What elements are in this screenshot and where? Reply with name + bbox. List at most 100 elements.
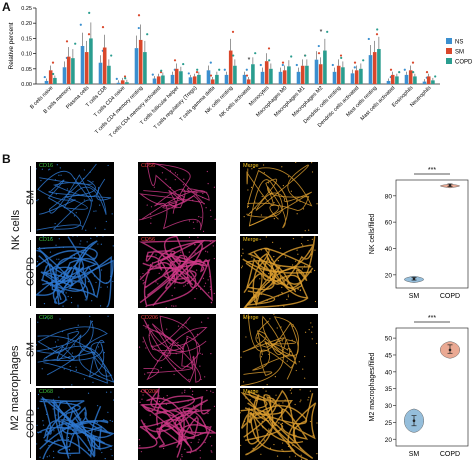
cell-nucleus [77,304,79,306]
cell-nucleus [95,435,97,437]
cell-nucleus [109,419,111,422]
cell-nucleus [100,286,102,288]
x-tick-label: COPD [440,293,460,300]
cell-nucleus [48,169,50,171]
cell-nucleus [263,286,265,289]
cell-nucleus [139,401,141,403]
cell-nucleus [43,437,45,439]
cell-nucleus [203,285,206,287]
micrograph-image: CD16 [36,162,114,234]
cell-nucleus [273,255,275,258]
cell-nucleus [286,360,288,362]
cell-nucleus [179,427,181,429]
outlier-point [245,74,249,77]
cell-nucleus [264,278,266,280]
legend-swatch [446,38,452,44]
cell-nucleus [292,324,294,326]
cell-nucleus [273,443,275,446]
cell-nucleus [259,278,261,280]
cell-nucleus [84,434,87,437]
cell-nucleus [165,307,167,308]
tissue-structure [243,316,300,380]
cell-nucleus [91,437,93,439]
cell-nucleus [198,216,200,218]
cell-nucleus [307,239,309,242]
cell-nucleus [199,288,202,290]
cell-nucleus [187,400,189,402]
cell-nucleus [56,164,58,166]
cell-nucleus [275,394,277,396]
outlier-point [295,63,298,67]
cell-nucleus [207,182,209,185]
bar [278,71,283,84]
tissue-structure [142,324,201,370]
cell-nucleus [281,340,283,342]
cell-nucleus [296,199,298,201]
cell-nucleus [78,266,81,268]
cell-nucleus [269,398,271,400]
cell-nucleus [254,207,256,209]
outlier-point [137,14,141,17]
outlier-point [362,59,365,62]
cell-nucleus [184,284,187,286]
cell-nucleus [298,277,301,280]
cell-nucleus [299,289,301,292]
cell-nucleus [106,282,108,284]
cell-nucleus [66,299,68,301]
cell-nucleus [266,299,268,301]
cell-nucleus [109,432,111,434]
outlier-point [259,63,262,67]
bar [62,67,67,84]
cell-nucleus [46,280,48,282]
cell-nucleus [171,294,173,297]
stain-label: Merge [243,237,259,243]
cell-nucleus [142,272,144,275]
cell-nucleus [178,416,180,418]
cell-nucleus [207,279,209,281]
micrograph-image: Merge [240,314,318,386]
tissue-structure [243,247,312,308]
cell-nucleus [173,278,175,280]
cell-nucleus [269,447,272,449]
bar [80,46,85,84]
legend-label: SM [455,50,464,56]
bar [206,70,211,84]
cell-nucleus [287,176,290,178]
bar [125,82,129,84]
cell-nucleus [36,443,38,445]
cell-nucleus [46,413,48,416]
cell-nucleus [49,168,51,170]
cell-nucleus [268,281,270,283]
cell-nucleus [299,447,302,449]
cell-nucleus [207,412,209,415]
cell-nucleus [102,236,104,237]
cell-nucleus [104,228,106,230]
stain-label: CD68 [39,315,54,321]
cell-nucleus [304,355,306,358]
cell-nucleus [204,191,206,193]
outlier-point [232,54,235,57]
cell-nucleus [139,445,141,447]
cell-nucleus [197,434,199,437]
cell-nucleus [149,263,152,266]
cell-nucleus [65,292,67,294]
cell-nucleus [177,325,180,327]
cell-nucleus [36,424,38,426]
bar [269,68,273,84]
cell-nucleus [171,248,173,250]
bar [233,65,237,84]
cell-nucleus [45,274,48,276]
cell-nucleus [260,453,262,455]
stain-label: Merge [243,163,259,169]
bar [161,75,165,84]
tissue-structure [37,163,97,215]
outlier-point [115,77,118,80]
cell-nucleus [79,243,81,245]
outlier-point [281,61,285,64]
cell-nucleus [247,391,249,393]
cell-nucleus [146,204,148,206]
bar [251,64,255,84]
cell-nucleus [46,427,48,429]
cell-nucleus [171,260,174,263]
cell-nucleus [260,293,262,295]
